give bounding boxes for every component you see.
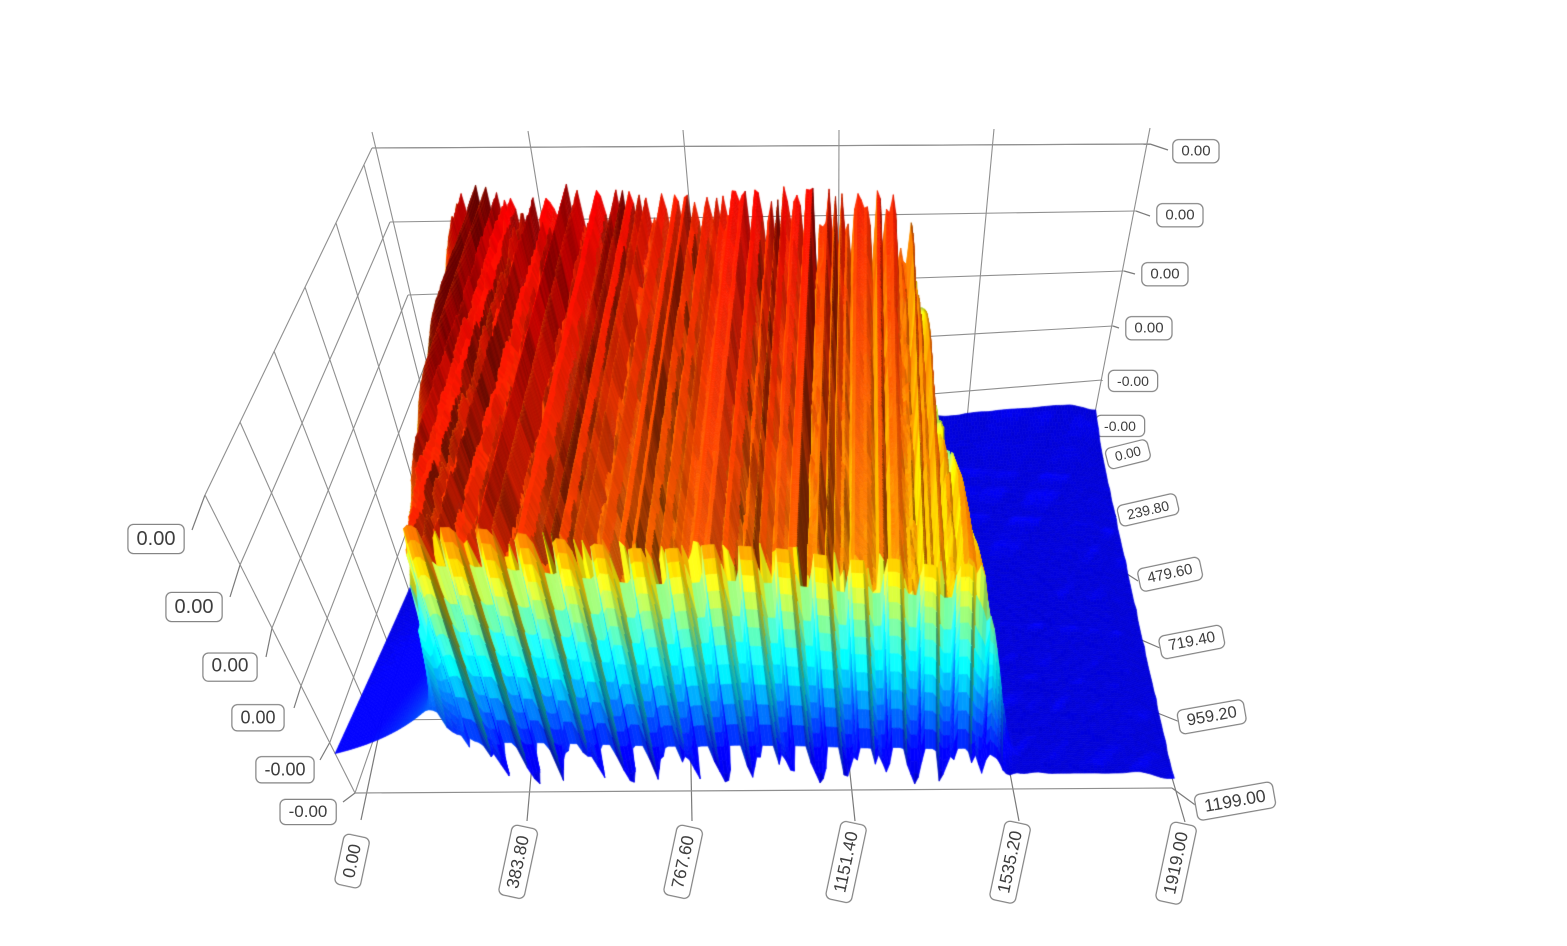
surface-3d-canvas[interactable] bbox=[0, 0, 1567, 946]
surface-plot-viewport: 0.000.000.000.00-0.00-0.000.00239.80479.… bbox=[0, 0, 1567, 946]
